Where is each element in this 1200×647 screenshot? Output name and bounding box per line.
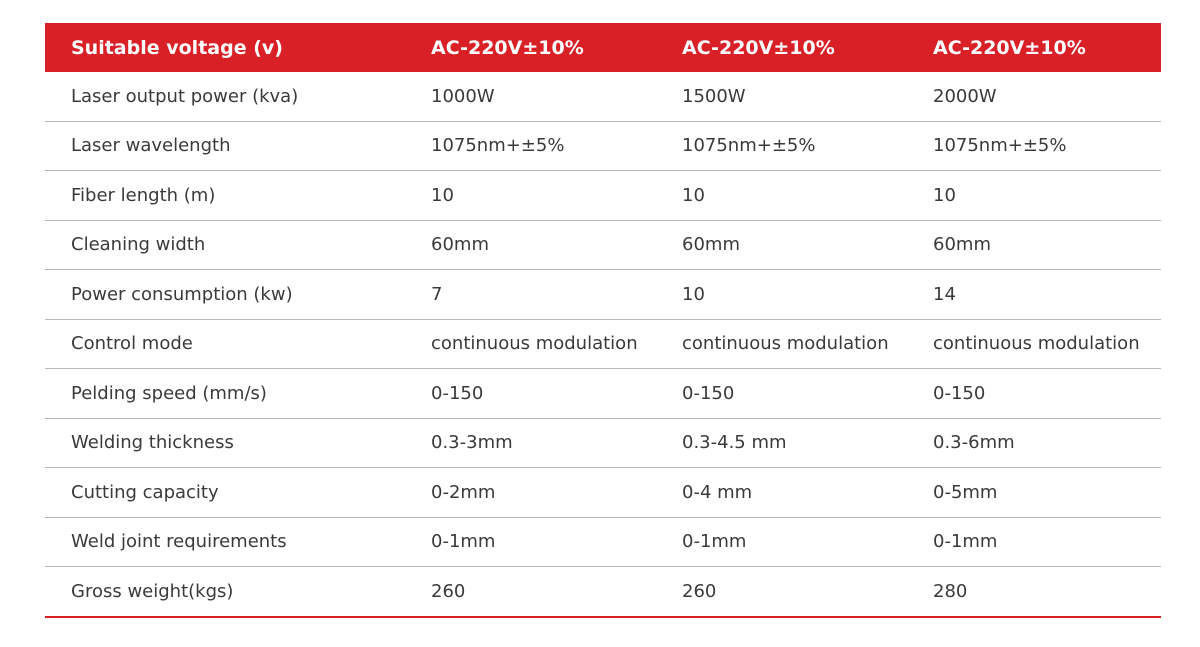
row-label: Cleaning width	[45, 220, 431, 270]
cell: 1000W	[431, 72, 682, 122]
table-row: Cleaning width 60mm 60mm 60mm	[45, 220, 1161, 270]
cell: 1075nm+±5%	[431, 121, 682, 171]
row-label: Control mode	[45, 319, 431, 369]
cell: 1075nm+±5%	[933, 121, 1161, 171]
table-row: Pelding speed (mm/s) 0-150 0-150 0-150	[45, 368, 1161, 419]
cell: 10	[431, 170, 682, 221]
cell: 14	[933, 269, 1161, 320]
cell: 10	[933, 170, 1161, 221]
row-label: Power consumption (kw)	[45, 269, 431, 320]
row-label: Laser wavelength	[45, 121, 431, 171]
cell: 0-1mm	[431, 517, 682, 567]
table-row: Laser output power (kva) 1000W 1500W 200…	[45, 72, 1161, 122]
cell: 60mm	[933, 220, 1161, 270]
cell: 0-4 mm	[682, 467, 933, 518]
spec-table: Suitable voltage (v) AC-220V±10% AC-220V…	[45, 23, 1161, 618]
cell: 0-1mm	[682, 517, 933, 567]
row-label: Fiber length (m)	[45, 170, 431, 221]
table-row: Control mode continuous modulation conti…	[45, 319, 1161, 369]
cell: 7	[431, 269, 682, 320]
cell: 0-5mm	[933, 467, 1161, 518]
cell: 0-1mm	[933, 517, 1161, 567]
cell: 260	[682, 566, 933, 618]
header-row: Suitable voltage (v) AC-220V±10% AC-220V…	[45, 23, 1161, 72]
table-row: Laser wavelength 1075nm+±5% 1075nm+±5% 1…	[45, 121, 1161, 171]
cell: 1075nm+±5%	[682, 121, 933, 171]
cell: 0.3-4.5 mm	[682, 418, 933, 468]
header-col-3: AC-220V±10%	[933, 36, 1086, 59]
header-col-1: AC-220V±10%	[431, 36, 584, 59]
row-label: Pelding speed (mm/s)	[45, 368, 431, 419]
header-label: Suitable voltage (v)	[71, 36, 283, 59]
row-label: Gross weight(kgs)	[45, 566, 431, 618]
table-row: Fiber length (m) 10 10 10	[45, 170, 1161, 221]
cell: 10	[682, 269, 933, 320]
table-row: Gross weight(kgs) 260 260 280	[45, 566, 1161, 618]
cell: 1500W	[682, 72, 933, 122]
cell: 280	[933, 566, 1161, 618]
cell: 10	[682, 170, 933, 221]
cell: continuous modulation	[933, 319, 1161, 369]
table-row: Welding thickness 0.3-3mm 0.3-4.5 mm 0.3…	[45, 418, 1161, 468]
cell: 2000W	[933, 72, 1161, 122]
row-label: Cutting capacity	[45, 467, 431, 518]
table-row: Cutting capacity 0-2mm 0-4 mm 0-5mm	[45, 467, 1161, 518]
cell: continuous modulation	[682, 319, 933, 369]
cell: 0-150	[682, 368, 933, 419]
cell: 60mm	[431, 220, 682, 270]
header-col-2: AC-220V±10%	[682, 36, 835, 59]
row-label: Weld joint requirements	[45, 517, 431, 567]
table-row: Power consumption (kw) 7 10 14	[45, 269, 1161, 320]
cell: 0.3-3mm	[431, 418, 682, 468]
cell: continuous modulation	[431, 319, 682, 369]
cell: 0-2mm	[431, 467, 682, 518]
row-label: Laser output power (kva)	[45, 72, 431, 122]
cell: 60mm	[682, 220, 933, 270]
cell: 0-150	[933, 368, 1161, 419]
cell: 260	[431, 566, 682, 618]
table-row: Weld joint requirements 0-1mm 0-1mm 0-1m…	[45, 517, 1161, 567]
cell: 0-150	[431, 368, 682, 419]
cell: 0.3-6mm	[933, 418, 1161, 468]
row-label: Welding thickness	[45, 418, 431, 468]
